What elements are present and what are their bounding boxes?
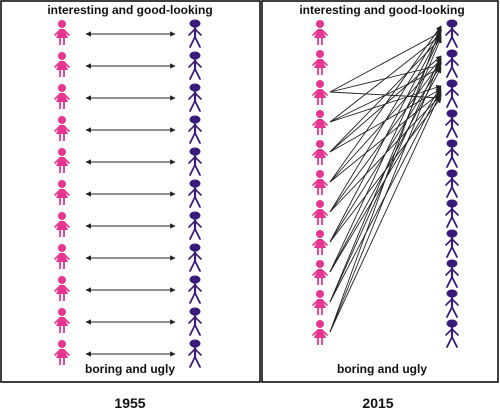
female-figure-icon (312, 20, 328, 45)
preference-arrow (329, 34, 442, 273)
female-figure-icon (54, 116, 70, 141)
panel-2015-frame (261, 0, 499, 383)
panel-2015-bottom-label: boring and ugly (337, 362, 427, 376)
male-figure-icon (445, 79, 459, 108)
male-figure-icon (188, 147, 202, 176)
male-figure-icon (188, 19, 202, 48)
male-figure-icon (445, 259, 459, 288)
male-figure-icon (188, 243, 202, 272)
preference-arrow (329, 91, 442, 333)
female-figure-icon (312, 230, 328, 255)
male-figure-icon (445, 289, 459, 318)
female-figure-icon (54, 148, 70, 173)
female-figure-icon (54, 52, 70, 77)
male-figure-icon (188, 275, 202, 304)
male-figure-icon (188, 83, 202, 112)
preference-arrow (329, 34, 442, 123)
female-figure-icon (312, 140, 328, 165)
preference-arrow (329, 37, 442, 303)
female-figure-icon (54, 308, 70, 333)
preference-arrow (329, 58, 442, 333)
male-figure-icon (445, 199, 459, 228)
male-figure-icon (445, 139, 459, 168)
female-figure-icon (312, 80, 328, 105)
figures-layer (54, 19, 459, 368)
panel-2015-year: 2015 (362, 395, 393, 411)
preference-arrow (329, 37, 442, 153)
male-figure-icon (445, 109, 459, 138)
preference-arrow (329, 31, 442, 93)
preference-arrow (329, 25, 442, 333)
female-figure-icon (54, 180, 70, 205)
panel-1955-year: 1955 (114, 395, 145, 411)
preference-arrow (329, 28, 442, 213)
panel-1955-frame (0, 0, 261, 383)
male-figure-icon (445, 169, 459, 198)
male-figure-icon (188, 211, 202, 240)
female-figure-icon (54, 244, 70, 269)
female-figure-icon (312, 110, 328, 135)
female-figure-icon (54, 276, 70, 301)
male-figure-icon (188, 307, 202, 336)
female-figure-icon (312, 170, 328, 195)
arrows-layer (85, 25, 442, 357)
female-figure-icon (312, 290, 328, 315)
panel-2015-top-label: interesting and good-looking (299, 3, 464, 17)
male-figure-icon (445, 49, 459, 78)
female-figure-icon (54, 20, 70, 45)
male-figure-icon (188, 115, 202, 144)
preference-arrow (329, 25, 442, 183)
female-figure-icon (54, 340, 70, 365)
panel-1955-top-label: interesting and good-looking (47, 3, 212, 17)
preference-arrow (329, 31, 442, 243)
female-figure-icon (312, 320, 328, 345)
male-figure-icon (188, 179, 202, 208)
male-figure-icon (445, 19, 459, 48)
female-figure-icon (312, 200, 328, 225)
male-figure-icon (188, 339, 202, 368)
female-figure-icon (54, 212, 70, 237)
male-figure-icon (445, 319, 459, 348)
female-figure-icon (312, 50, 328, 75)
female-figure-icon (312, 260, 328, 285)
female-figure-icon (54, 84, 70, 109)
male-figure-icon (188, 51, 202, 80)
panel-1955-bottom-label: boring and ugly (85, 362, 175, 376)
male-figure-icon (445, 229, 459, 258)
